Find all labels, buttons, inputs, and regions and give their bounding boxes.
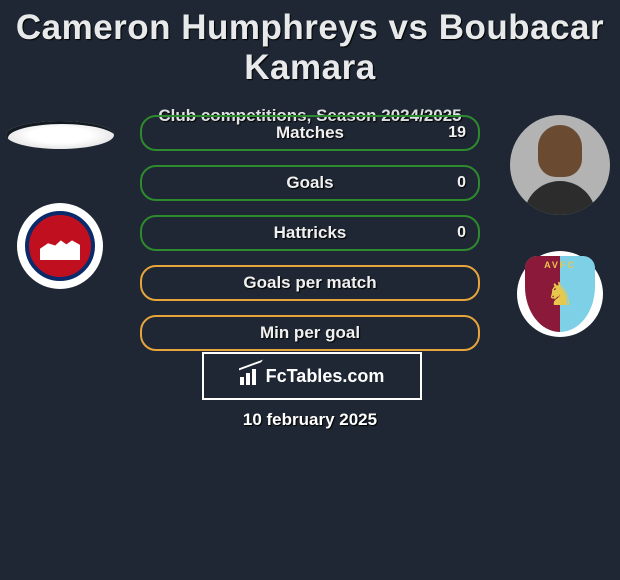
comparison-card: Cameron Humphreys vs Boubacar Kamara Clu… — [0, 0, 620, 580]
stat-label: Goals — [286, 173, 333, 193]
stat-label: Min per goal — [260, 323, 360, 343]
page-title: Cameron Humphreys vs Boubacar Kamara — [0, 0, 620, 88]
stat-right-value: 19 — [448, 124, 466, 142]
stat-bars: Matches 19 Goals 0 Hattricks 0 Goals per… — [140, 115, 480, 365]
branding-box[interactable]: FcTables.com — [202, 352, 422, 400]
stat-row-matches: Matches 19 — [140, 115, 480, 151]
avfc-crest-text: AVFC — [525, 260, 595, 270]
chart-icon — [240, 367, 260, 385]
player-right-avatar — [510, 115, 610, 215]
stat-label: Goals per match — [243, 273, 376, 293]
player-right-column: AVFC ♞ — [500, 115, 620, 337]
stat-label: Matches — [276, 123, 344, 143]
stat-right-value: 0 — [457, 224, 466, 242]
branding-text: FcTables.com — [266, 366, 385, 387]
stat-label: Hattricks — [274, 223, 347, 243]
lion-icon: ♞ — [546, 275, 575, 313]
stat-row-goals: Goals 0 — [140, 165, 480, 201]
player-left-column — [0, 115, 120, 289]
player-right-club-badge: AVFC ♞ — [517, 251, 603, 337]
stat-row-min-per-goal: Min per goal — [140, 315, 480, 351]
player-left-avatar — [6, 121, 114, 149]
avfc-crest-icon: AVFC ♞ — [525, 256, 595, 332]
stat-right-value: 0 — [457, 174, 466, 192]
stat-row-goals-per-match: Goals per match — [140, 265, 480, 301]
stat-row-hattricks: Hattricks 0 — [140, 215, 480, 251]
ipswich-crest-icon — [25, 211, 95, 281]
date-label: 10 february 2025 — [0, 410, 620, 430]
player-left-club-badge — [17, 203, 103, 289]
